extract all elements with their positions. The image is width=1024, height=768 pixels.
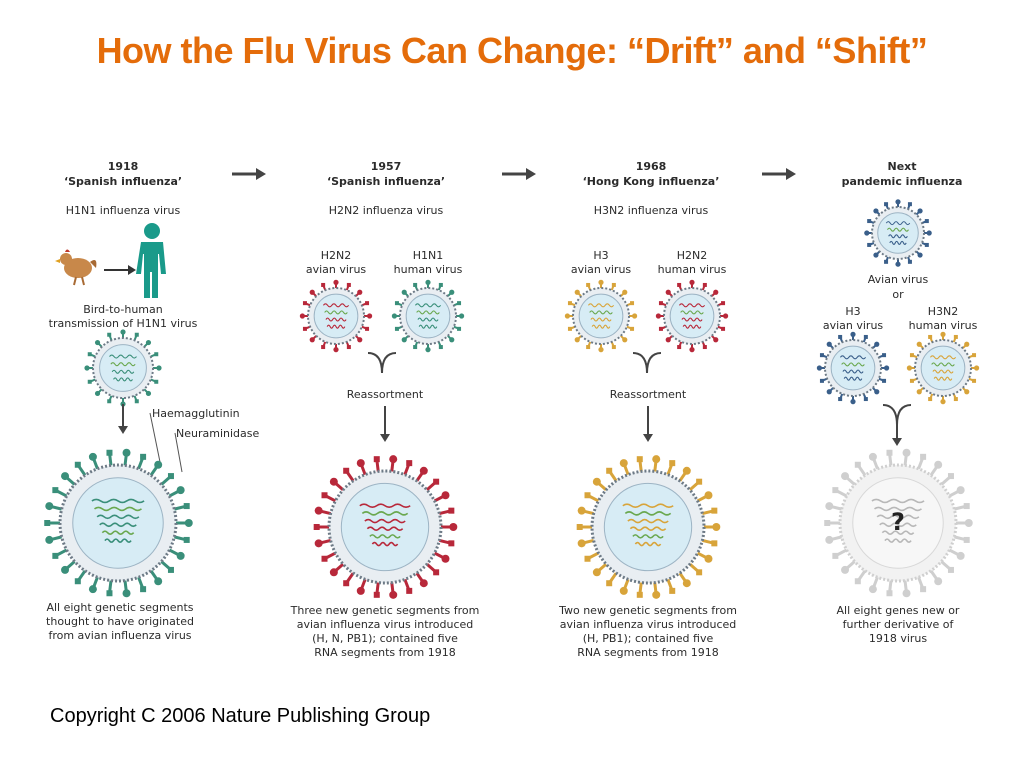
- panel-next-name: pandemic influenza: [842, 175, 963, 188]
- panel-1957-subtype: H2N2 influenza virus: [329, 204, 444, 217]
- panel-1968-caption-3: (H, PB1); contained five: [583, 632, 714, 645]
- transmission-label-line-2: transmission of H1N1 virus: [49, 317, 198, 330]
- parent-label: avian virus: [306, 263, 367, 276]
- human-icon: [136, 223, 166, 298]
- virus-unknown-large: [824, 448, 973, 598]
- parent-label: H3: [593, 249, 608, 262]
- transmission-label-line-1: Bird-to-human: [83, 303, 162, 316]
- panel-1957-year: 1957: [371, 160, 402, 173]
- virus-h1n1-small: [84, 329, 162, 407]
- timeline-arrow-icon: [502, 168, 536, 180]
- parent-label: human virus: [394, 263, 463, 276]
- panel-1968-name: ‘Hong Kong influenza’: [583, 175, 720, 188]
- panel-next-caption-1: All eight genes new or: [837, 604, 960, 617]
- or-label: or: [892, 288, 904, 301]
- avian-virus-label: Avian virus: [868, 273, 929, 286]
- copyright-notice: Copyright C 2006 Nature Publishing Group: [50, 705, 431, 727]
- virus-h2n2-avian: [299, 279, 373, 353]
- virus-h3-avian: [564, 279, 638, 353]
- reassortment-label: Reassortment: [610, 388, 687, 401]
- parent-label: human virus: [658, 263, 727, 276]
- virus-avian-top: [864, 199, 932, 267]
- parent-label: avian virus: [571, 263, 632, 276]
- virus-h2n2-human: [655, 279, 729, 353]
- slide-title: How the Flu Virus Can Change: “Drift” an…: [96, 30, 928, 71]
- panel-1968-year: 1968: [636, 160, 667, 173]
- influenza-pandemic-diagram: 1918 ‘Spanish influenza’ H1N1 influenza …: [44, 160, 980, 659]
- reassortment-label: Reassortment: [347, 388, 424, 401]
- panel-1957-name: ‘Spanish influenza’: [327, 175, 445, 188]
- neuraminidase-label: Neuraminidase: [176, 427, 259, 440]
- panel-1918-subtype: H1N1 influenza virus: [66, 204, 181, 217]
- parent-label: human virus: [909, 319, 978, 332]
- virus-h1n1-human: [391, 279, 465, 353]
- unknown-question-mark: ?: [891, 508, 905, 536]
- panel-1957-caption-4: RNA segments from 1918: [314, 646, 455, 659]
- chicken-icon: [55, 249, 97, 286]
- parent-label: avian virus: [823, 319, 884, 332]
- virus-h3-avian-next: [816, 331, 890, 405]
- panel-1918: 1918 ‘Spanish influenza’ H1N1 influenza …: [44, 160, 259, 642]
- panel-next-year: Next: [887, 160, 916, 173]
- panel-next-caption-2: further derivative of: [843, 618, 955, 631]
- virus-h1n1-large: [44, 448, 193, 598]
- panel-1918-year: 1918: [108, 160, 139, 173]
- panel-1918-caption-2: thought to have originated: [46, 615, 194, 628]
- parent-label: H3: [845, 305, 860, 318]
- parent-label: H1N1: [413, 249, 444, 262]
- panel-1918-name: ‘Spanish influenza’: [64, 175, 182, 188]
- timeline-arrow-icon: [232, 168, 266, 180]
- panel-1957: 1957 ‘Spanish influenza’ H2N2 influenza …: [290, 160, 480, 659]
- arrow-right-icon: [104, 265, 136, 275]
- panel-1957-caption-2: avian influenza virus introduced: [297, 618, 474, 631]
- panel-1968-caption-4: RNA segments from 1918: [577, 646, 718, 659]
- panel-1918-caption-3: from avian influenza virus: [48, 629, 191, 642]
- panel-next: Next pandemic influenza Avian virus or H…: [816, 160, 980, 645]
- panel-1957-caption-1: Three new genetic segments from: [290, 604, 480, 617]
- panel-next-caption-3: 1918 virus: [869, 632, 928, 645]
- parent-label: H2N2: [677, 249, 708, 262]
- panel-1968: 1968 ‘Hong Kong influenza’ H3N2 influenz…: [558, 160, 737, 659]
- panel-1918-caption-1: All eight genetic segments: [46, 601, 193, 614]
- panel-1968-caption-2: avian influenza virus introduced: [560, 618, 737, 631]
- panel-1968-subtype: H3N2 influenza virus: [594, 204, 709, 217]
- parent-label: H3N2: [928, 305, 959, 318]
- panel-1968-caption-1: Two new genetic segments from: [558, 604, 737, 617]
- timeline-arrow-icon: [762, 168, 796, 180]
- virus-h2n2-large: [313, 455, 458, 599]
- parent-label: H2N2: [321, 249, 352, 262]
- virus-h3n2-large: [576, 455, 721, 599]
- virus-h3n2-human-next: [906, 331, 980, 405]
- haemagglutinin-label: Haemagglutinin: [152, 407, 240, 420]
- panel-1957-caption-3: (H, N, PB1); contained five: [312, 632, 458, 645]
